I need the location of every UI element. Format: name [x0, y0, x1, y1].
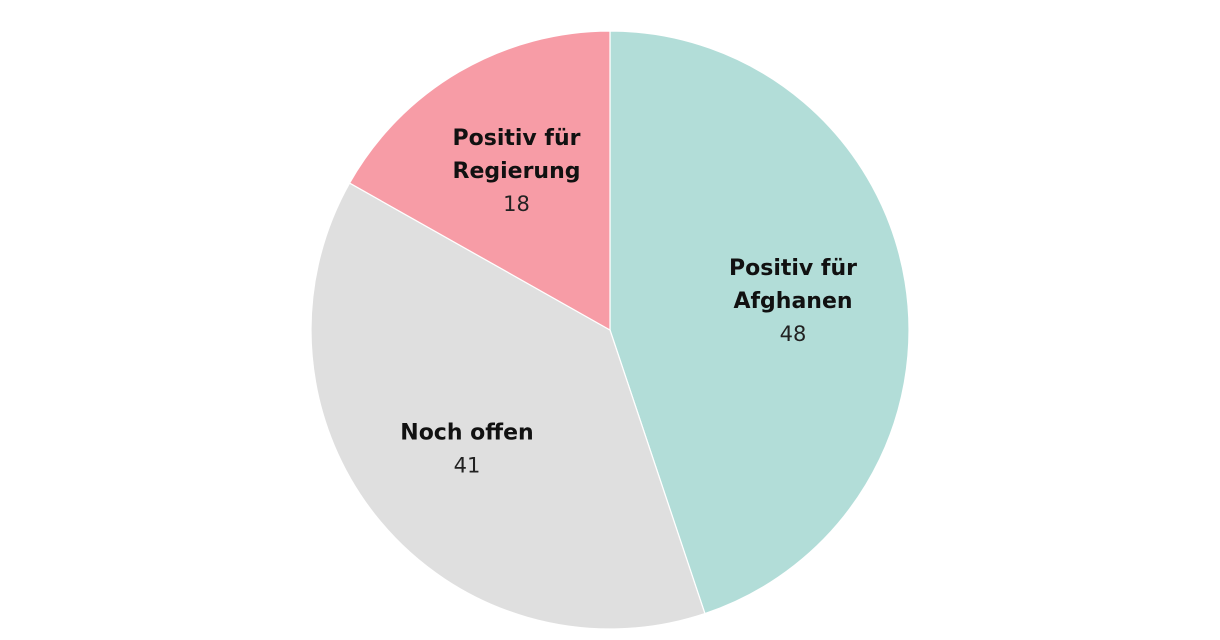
slice-value-label: 18: [503, 192, 530, 216]
slice-label-line: Positiv für: [452, 126, 580, 151]
slice-label-line: Positiv für: [729, 256, 857, 281]
pie-slices: [310, 30, 910, 630]
pie-slice-noch-offen: [310, 182, 706, 630]
pie-slice-positiv-fuer-afghanen: [609, 30, 910, 615]
pie-labels: Positiv für Afghanen 48 Noch offen 41 Positiv…: [400, 126, 857, 478]
slice-value-label: 41: [454, 454, 481, 478]
slice-value-label: 48: [780, 322, 807, 346]
slice-label-noch-offen: Noch offen 41: [400, 421, 533, 478]
slice-label-line: Regierung: [453, 159, 581, 184]
slice-label-line: Afghanen: [733, 289, 852, 314]
slice-label-line: Noch offen: [400, 421, 533, 446]
slice-label-positiv-fuer-regierung: Positiv für Regierung 18: [452, 126, 580, 216]
pie-slice-positiv-fuer-regierung: [348, 30, 611, 332]
slice-label-positiv-fuer-afghanen: Positiv für Afghanen 48: [729, 256, 857, 346]
